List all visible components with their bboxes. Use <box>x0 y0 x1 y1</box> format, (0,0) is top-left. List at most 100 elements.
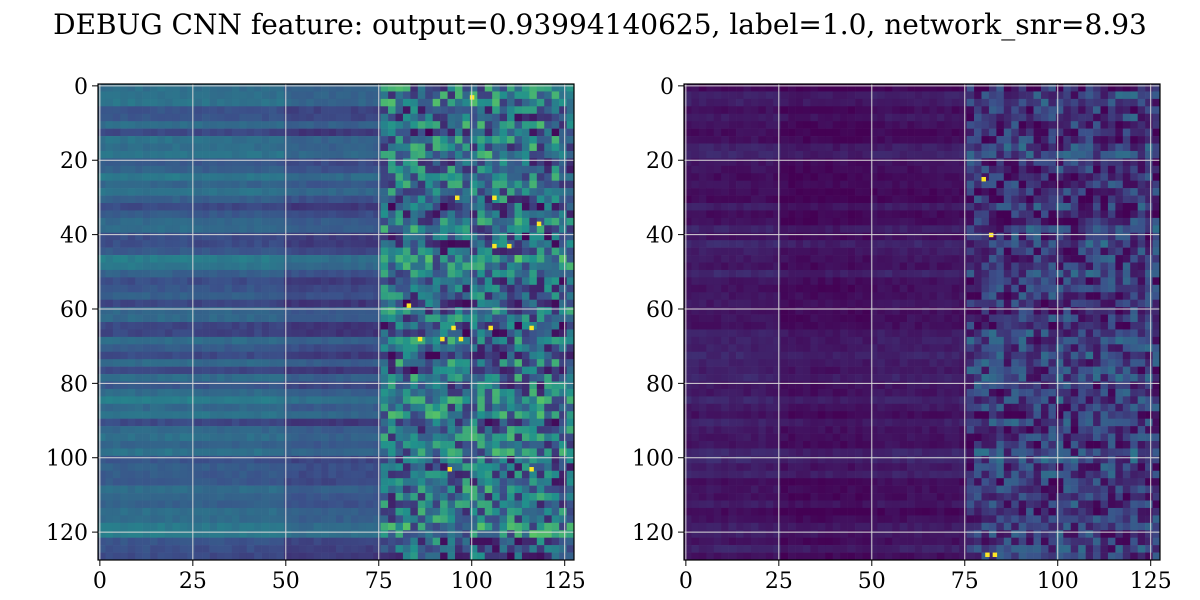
heatmap-cell <box>291 336 300 345</box>
heatmap-cell <box>172 247 181 256</box>
heatmap-cell <box>544 173 552 181</box>
heatmap-cell <box>328 299 337 308</box>
heatmap-cell <box>684 113 692 122</box>
heatmap-cell <box>765 91 774 100</box>
heatmap-cell <box>283 106 292 115</box>
heatmap-cell <box>328 374 337 382</box>
heatmap-cell <box>959 91 967 100</box>
heatmap-cell <box>343 91 352 100</box>
heatmap-cell <box>499 418 508 427</box>
heatmap-cell <box>291 113 300 122</box>
heatmap-cell <box>566 374 575 382</box>
heatmap-cell <box>164 269 173 278</box>
heatmap-cell <box>1122 143 1131 152</box>
heatmap-cell <box>440 262 448 271</box>
grid-lines <box>98 84 574 560</box>
heatmap-cell <box>440 329 448 338</box>
heatmap-cell <box>395 455 404 464</box>
heatmap-cell <box>313 388 322 397</box>
heatmap-cell <box>974 173 982 181</box>
heatmap-cell <box>477 552 486 561</box>
heatmap-cell <box>120 545 129 553</box>
heatmap-cell <box>239 314 248 323</box>
heatmap-cell <box>1122 113 1131 122</box>
heatmap-cell <box>1137 136 1146 144</box>
heatmap-cell <box>291 165 300 174</box>
heatmap-cell <box>350 403 359 412</box>
heatmap-cell <box>157 545 166 553</box>
heatmap-cell <box>417 381 426 390</box>
heatmap-cell <box>380 195 389 204</box>
heatmap-cell <box>803 143 811 152</box>
y-tick-label: 0 <box>74 75 88 100</box>
heatmap-cell <box>425 292 433 300</box>
heatmap-cell <box>855 84 863 92</box>
heatmap-cell <box>1055 98 1064 107</box>
heatmap-cell <box>462 165 471 174</box>
heatmap-cell <box>142 284 151 293</box>
heatmap-cell <box>254 284 262 293</box>
heatmap-cell <box>432 188 441 196</box>
heatmap-cell <box>447 255 456 263</box>
heatmap-cell <box>321 232 329 241</box>
heatmap-cell <box>276 84 285 92</box>
heatmap-cell <box>750 143 759 152</box>
heatmap-cell <box>721 128 729 137</box>
heatmap-cell <box>261 344 270 353</box>
heatmap-cell <box>313 195 322 204</box>
heatmap-cell <box>402 344 411 353</box>
heatmap-cell <box>432 292 441 300</box>
heatmap-cell <box>164 173 173 181</box>
heatmap-cell <box>536 388 545 397</box>
heatmap-cell <box>388 470 396 479</box>
heatmap-cell <box>455 91 463 100</box>
heatmap-cell <box>179 165 188 174</box>
heatmap-cell <box>417 188 426 196</box>
heatmap-cell <box>492 359 500 367</box>
heatmap-cell <box>328 150 337 159</box>
heatmap-peak-cell <box>417 336 423 342</box>
y-tick-label: 20 <box>60 149 88 174</box>
heatmap-cell <box>328 195 337 204</box>
heatmap-cell <box>298 113 307 122</box>
heatmap-cell <box>231 418 240 427</box>
heatmap-cell <box>202 247 210 256</box>
heatmap-cell <box>1041 158 1049 167</box>
heatmap-cell <box>231 411 240 419</box>
heatmap-cell <box>254 262 262 271</box>
heatmap-cell <box>840 158 848 167</box>
heatmap-cell <box>306 381 314 390</box>
heatmap-cell <box>395 307 404 315</box>
heatmap-cell <box>373 299 381 308</box>
heatmap-cell <box>432 463 441 472</box>
heatmap-cell <box>150 299 158 308</box>
heatmap-cell <box>544 284 552 293</box>
heatmap-cell <box>736 121 744 129</box>
heatmap-cell <box>477 485 486 494</box>
heatmap-cell <box>410 545 419 553</box>
heatmap-cell <box>499 225 508 234</box>
heatmap-cell <box>521 247 530 256</box>
heatmap-cell <box>1063 128 1072 137</box>
heatmap-cell <box>492 269 500 278</box>
heatmap-cell <box>691 84 700 92</box>
heatmap-cell <box>298 225 307 234</box>
heatmap-cell <box>112 203 121 211</box>
heatmap-cell <box>172 351 181 360</box>
heatmap-cell <box>194 136 203 144</box>
heatmap-cell <box>98 344 106 353</box>
heatmap-cell <box>283 255 292 263</box>
heatmap-cell <box>432 507 441 516</box>
heatmap-cell <box>112 403 121 412</box>
heatmap-cell <box>765 106 774 115</box>
heatmap-cell <box>179 329 188 338</box>
heatmap-cell <box>988 128 997 137</box>
heatmap-cell <box>254 136 262 144</box>
heatmap-cell <box>224 269 233 278</box>
heatmap-cell <box>321 359 329 367</box>
heatmap-cell <box>929 150 938 159</box>
heatmap-cell <box>187 150 195 159</box>
heatmap-cell <box>112 98 121 107</box>
heatmap-cell <box>959 128 967 137</box>
heatmap-cell <box>698 98 707 107</box>
